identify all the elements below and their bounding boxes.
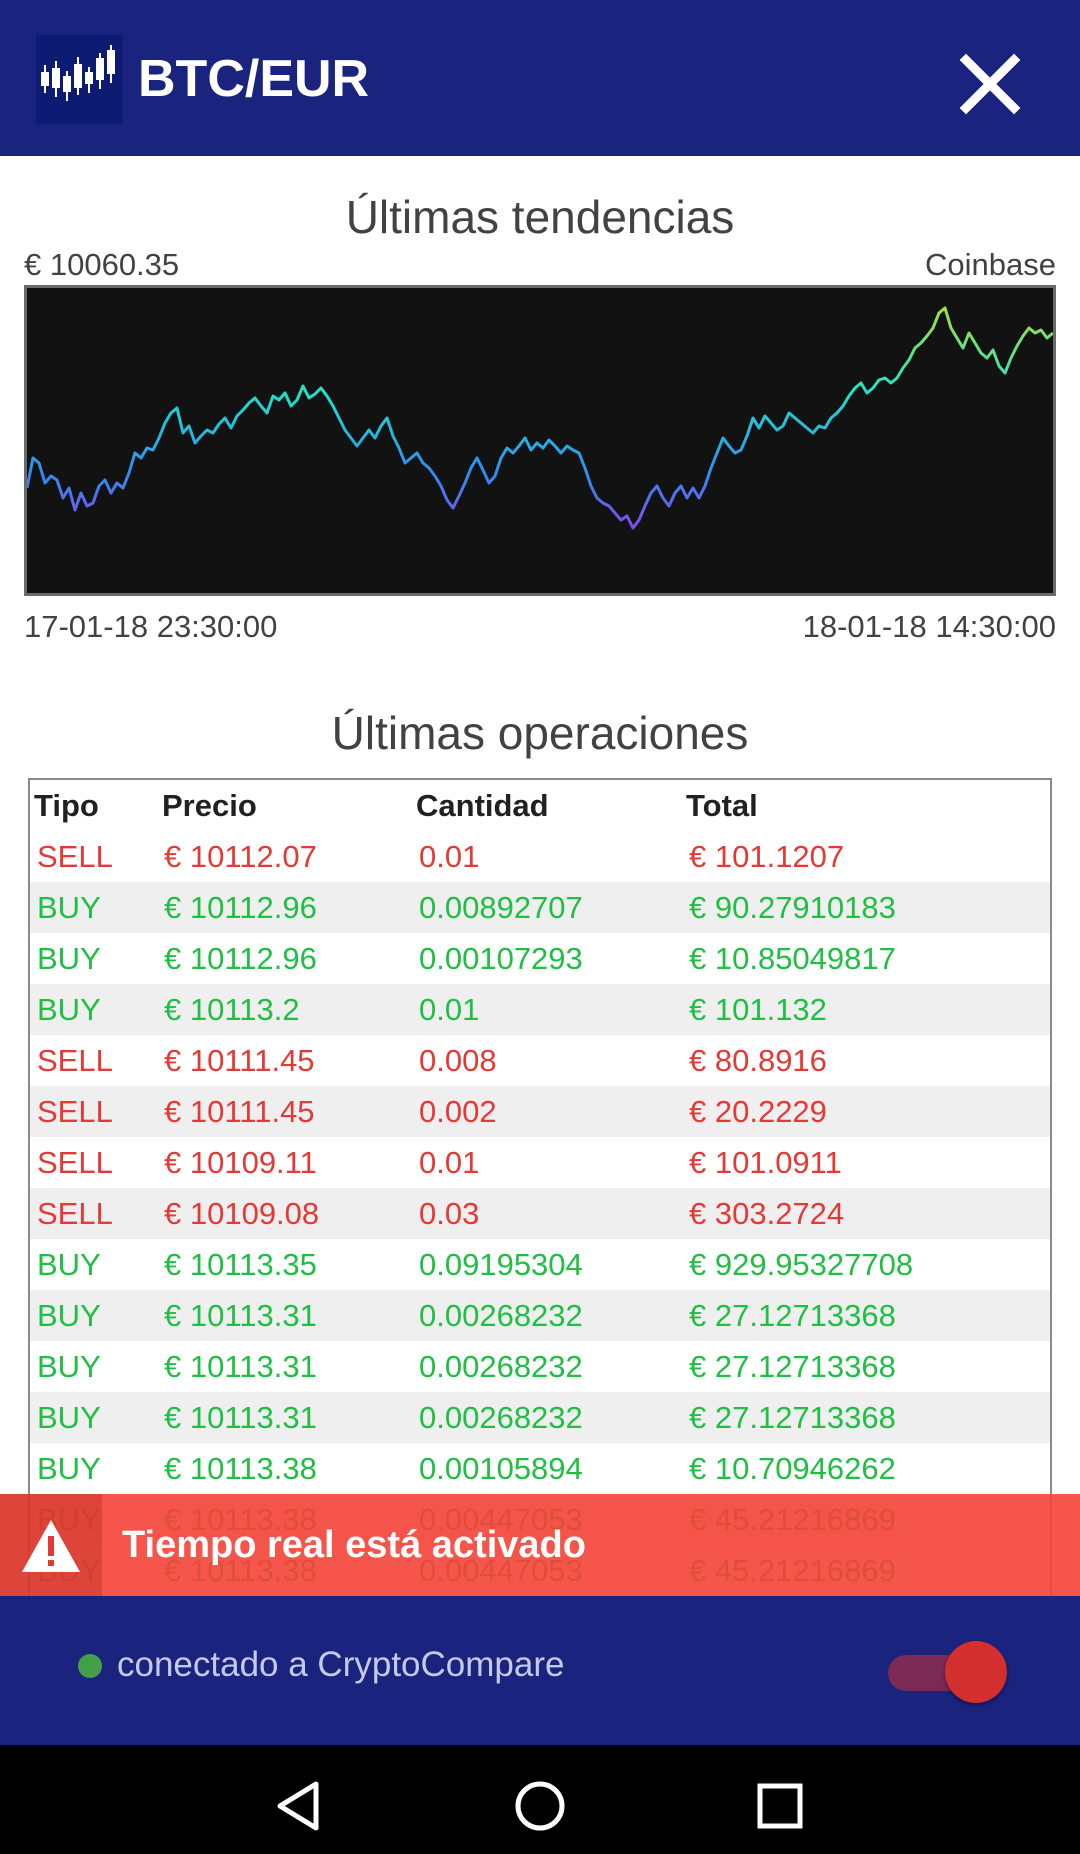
table-row: BUY € 10113.31 0.00268232 € 27.12713368 <box>30 1341 1050 1392</box>
cell-total: € 101.0911 <box>689 1145 842 1180</box>
connection-status-dot <box>78 1654 102 1678</box>
cell-amount: 0.00268232 <box>419 1400 583 1435</box>
cell-amount: 0.00268232 <box>419 1349 583 1384</box>
trend-chart <box>24 285 1056 596</box>
current-price: € 10060.35 <box>24 247 180 282</box>
column-header-total: Total <box>686 788 758 823</box>
table-header: Tipo Precio Cantidad Total <box>30 780 1050 831</box>
cell-amount: 0.03 <box>419 1196 480 1231</box>
table-row: BUY € 10112.96 0.00107293 € 10.85049817 <box>30 933 1050 984</box>
realtime-toggle-thumb[interactable] <box>945 1641 1007 1703</box>
cell-price: € 10112.96 <box>164 890 317 925</box>
back-icon[interactable] <box>270 1776 330 1836</box>
cell-total: € 10.70946262 <box>689 1451 896 1486</box>
cell-type: BUY <box>37 941 101 976</box>
cell-price: € 10113.31 <box>164 1349 317 1384</box>
time-start: 17-01-18 23:30:00 <box>24 609 278 644</box>
table-row: BUY € 10113.38 0.00105894 € 10.70946262 <box>30 1443 1050 1494</box>
table-row: BUY € 10113.31 0.00268232 € 27.12713368 <box>30 1290 1050 1341</box>
cell-total: € 27.12713368 <box>689 1400 896 1435</box>
cell-amount: 0.00892707 <box>419 890 583 925</box>
cell-type: BUY <box>37 1247 101 1282</box>
cell-type: BUY <box>37 1298 101 1333</box>
warning-icon <box>0 1494 102 1596</box>
cell-total: € 929.95327708 <box>689 1247 914 1282</box>
cell-amount: 0.002 <box>419 1094 497 1129</box>
table-row: SELL € 10111.45 0.008 € 80.8916 <box>30 1035 1050 1086</box>
cell-price: € 10113.31 <box>164 1400 317 1435</box>
recents-icon[interactable] <box>750 1776 810 1836</box>
cell-amount: 0.01 <box>419 839 480 874</box>
close-icon[interactable] <box>950 44 1030 124</box>
cell-total: € 20.2229 <box>689 1094 827 1129</box>
table-body: SELL € 10112.07 0.01 € 101.1207 BUY € 10112.9… <box>30 831 1050 1596</box>
trend-title: Últimas tendencias <box>345 191 735 243</box>
operations-table: Tipo Precio Cantidad Total SELL € 10112.0… <box>28 778 1052 1598</box>
cell-type: SELL <box>37 1043 113 1078</box>
cell-amount: 0.01 <box>419 992 480 1027</box>
column-header-amount: Cantidad <box>416 788 549 823</box>
cell-amount: 0.00268232 <box>419 1298 583 1333</box>
system-nav-bar <box>0 1745 1080 1854</box>
cell-total: € 101.132 <box>689 992 827 1027</box>
cell-amount: 0.09195304 <box>419 1247 583 1282</box>
cell-amount: 0.01 <box>419 1145 480 1180</box>
cell-type: SELL <box>37 1145 113 1180</box>
column-header-price: Precio <box>162 788 257 823</box>
table-row: SELL € 10109.08 0.03 € 303.2724 <box>30 1188 1050 1239</box>
exchange-source: Coinbase <box>925 247 1056 282</box>
table-row: BUY € 10113.35 0.09195304 € 929.95327708 <box>30 1239 1050 1290</box>
cell-price: € 10109.11 <box>164 1145 317 1180</box>
trend-chart-svg <box>27 306 1053 530</box>
cell-price: € 10109.08 <box>164 1196 320 1231</box>
cell-type: SELL <box>37 1094 113 1129</box>
cell-total: € 101.1207 <box>689 839 845 874</box>
cell-type: SELL <box>37 1196 113 1231</box>
table-row: SELL € 10111.45 0.002 € 20.2229 <box>30 1086 1050 1137</box>
cell-price: € 10113.35 <box>164 1247 317 1282</box>
cell-amount: 0.008 <box>419 1043 497 1078</box>
price-line <box>27 306 1053 530</box>
table-row: BUY € 10113.2 0.01 € 101.132 <box>30 984 1050 1035</box>
cell-total: € 27.12713368 <box>689 1349 896 1384</box>
realtime-snackbar: Tiempo real está activado <box>0 1494 1080 1596</box>
cell-price: € 10111.45 <box>164 1043 315 1078</box>
home-icon[interactable] <box>510 1776 570 1836</box>
app-header: BTC/EUR <box>0 0 1080 156</box>
cell-amount: 0.00105894 <box>419 1451 583 1486</box>
table-row: BUY € 10112.96 0.00892707 € 90.27910183 <box>30 882 1050 933</box>
cell-type: BUY <box>37 1451 101 1486</box>
cell-type: SELL <box>37 839 113 874</box>
cell-price: € 10112.07 <box>164 839 317 874</box>
cell-price: € 10113.31 <box>164 1298 317 1333</box>
cell-total: € 90.27910183 <box>689 890 896 925</box>
table-row: BUY € 10113.31 0.00268232 € 27.12713368 <box>30 1392 1050 1443</box>
cell-type: BUY <box>37 890 101 925</box>
snackbar-text: Tiempo real está activado <box>122 1524 586 1566</box>
cell-total: € 303.2724 <box>689 1196 845 1231</box>
column-header-type: Tipo <box>34 788 99 823</box>
app-title: BTC/EUR <box>138 50 370 108</box>
cell-price: € 10113.2 <box>164 992 300 1027</box>
operations-title: Últimas operaciones <box>331 707 749 759</box>
cell-total: € 27.12713368 <box>689 1298 896 1333</box>
table-row: SELL € 10112.07 0.01 € 101.1207 <box>30 831 1050 882</box>
cell-total: € 80.8916 <box>689 1043 827 1078</box>
cell-price: € 10112.96 <box>164 941 317 976</box>
cell-price: € 10113.38 <box>164 1451 317 1486</box>
table-row: SELL € 10109.11 0.01 € 101.0911 <box>30 1137 1050 1188</box>
time-end: 18-01-18 14:30:00 <box>802 609 1056 644</box>
cell-price: € 10111.45 <box>164 1094 315 1129</box>
connection-status-text: conectado a CryptoCompare <box>117 1645 565 1684</box>
cell-amount: 0.00107293 <box>419 941 583 976</box>
cell-type: BUY <box>37 1400 101 1435</box>
cell-type: BUY <box>37 992 101 1027</box>
candlestick-chart-icon <box>36 35 123 124</box>
cell-total: € 10.85049817 <box>689 941 896 976</box>
cell-type: BUY <box>37 1349 101 1384</box>
